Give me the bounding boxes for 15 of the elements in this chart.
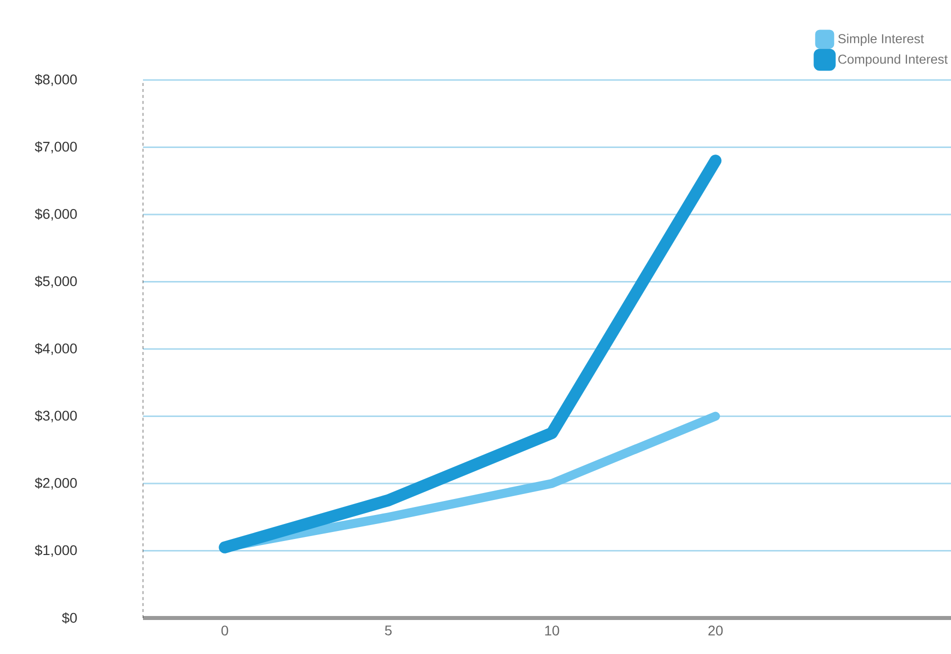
y-tick-label: $8,000 xyxy=(34,74,77,86)
legend-label: Compound Interest xyxy=(838,54,948,66)
legend-label: Simple Interest xyxy=(838,34,924,46)
y-tick-label: $4,000 xyxy=(34,342,77,356)
x-tick-label: 10 xyxy=(545,626,560,636)
y-tick-label: $0 xyxy=(62,612,77,624)
x-tick-label: 5 xyxy=(385,626,392,636)
y-tick-label: $7,000 xyxy=(34,141,77,154)
y-tick-label: $5,000 xyxy=(34,276,77,288)
x-tick-label: 20 xyxy=(708,626,723,636)
y-tick-label: $2,000 xyxy=(34,477,77,490)
y-tick-label: $3,000 xyxy=(34,410,77,422)
y-tick-label: $6,000 xyxy=(34,208,77,221)
y-tick-label: $1,000 xyxy=(34,544,77,557)
x-tick-label: 0 xyxy=(221,626,228,636)
